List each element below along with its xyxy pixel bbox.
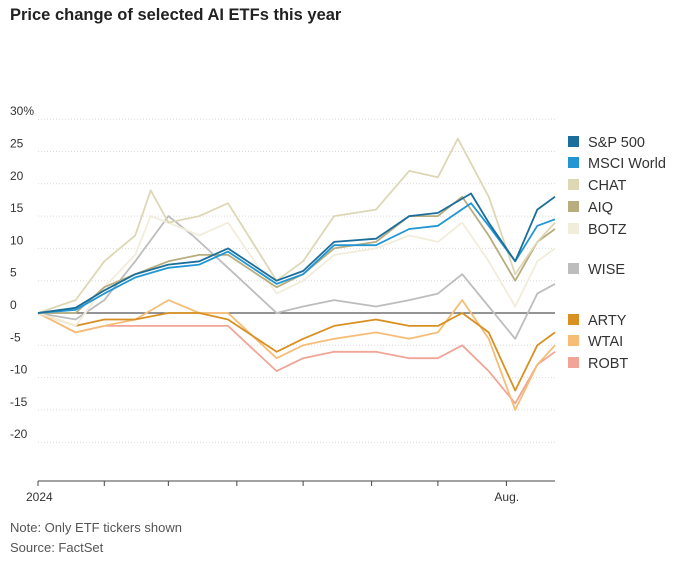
y-tick-label: 30% [10, 104, 34, 118]
y-tick-label: 20 [10, 169, 24, 183]
series-line-botz [37, 215, 556, 327]
legend-label: WTAI [588, 334, 623, 350]
legend-label: ARTY [588, 313, 627, 329]
y-tick-label: -20 [10, 427, 28, 441]
legend-label: WISE [588, 262, 625, 278]
y-axis-ticks: 30% 25 20 15 10 5 0 -5 -10 -15 -20 [10, 104, 34, 441]
legend-swatch [568, 263, 579, 274]
footer-note: Note: Only ETF tickers shown [10, 520, 182, 535]
legend-label: BOTZ [588, 222, 627, 238]
series-line-wtai [37, 299, 556, 411]
legend-label: ROBT [588, 356, 628, 372]
series-line-arty [37, 312, 556, 392]
y-tick-label: 15 [10, 201, 24, 215]
legend-swatch [568, 314, 579, 325]
legend-swatch [568, 157, 579, 168]
legend: S&P 500 MSCI World CHAT AIQ BOTZ WISE ARTY WTAI… [568, 135, 666, 372]
y-tick-label: 0 [10, 298, 17, 312]
footer-source: Source: FactSet [10, 540, 104, 555]
series-line-wise [37, 215, 556, 340]
series-line-msci-world [37, 202, 556, 314]
y-tick-label: -5 [10, 330, 21, 344]
legend-swatch [568, 179, 579, 190]
gridlines [38, 118, 555, 443]
y-tick-label: 10 [10, 233, 24, 247]
legend-swatch [568, 357, 579, 368]
y-tick-label: 5 [10, 266, 17, 280]
legend-label: S&P 500 [588, 135, 645, 151]
x-tick-label: Aug. [494, 490, 519, 504]
chart-title: Price change of selected AI ETFs this ye… [10, 6, 342, 24]
y-tick-label: 25 [10, 137, 24, 151]
legend-label: MSCI World [588, 156, 666, 172]
x-tick-label: 2024 [26, 490, 53, 504]
y-tick-label: -10 [10, 363, 28, 377]
legend-swatch [568, 201, 579, 212]
series-line-robt [37, 312, 556, 405]
series-lines [37, 137, 556, 411]
series-line-chat [37, 137, 556, 314]
legend-swatch [568, 223, 579, 234]
series-line-s-p-500 [37, 192, 556, 314]
legend-label: AIQ [588, 200, 613, 216]
legend-swatch [568, 335, 579, 346]
y-tick-label: -15 [10, 395, 28, 409]
legend-label: CHAT [588, 178, 627, 194]
series-line-aiq [38, 195, 556, 314]
legend-swatch [568, 136, 579, 147]
x-axis: 2024 Aug. [26, 480, 555, 504]
